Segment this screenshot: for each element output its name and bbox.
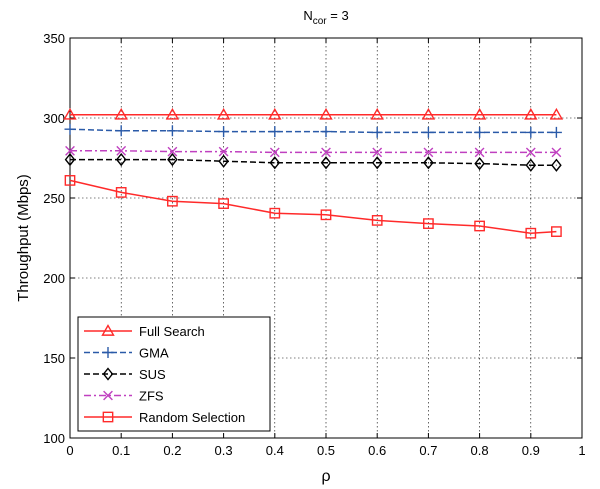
y-tick-label: 200 — [43, 271, 65, 286]
x-tick-label: 0.3 — [215, 443, 233, 458]
x-tick-label: 1 — [578, 443, 585, 458]
x-tick-label: 0.7 — [419, 443, 437, 458]
x-tick-label: 0.2 — [163, 443, 181, 458]
chart-title-subscript: cor — [313, 16, 328, 27]
legend-label: SUS — [139, 367, 166, 382]
chart-title-rest: = 3 — [327, 8, 349, 23]
y-tick-label: 300 — [43, 111, 65, 126]
x-tick-label: 0.1 — [112, 443, 130, 458]
x-tick-label: 0.5 — [317, 443, 335, 458]
legend-label: GMA — [139, 346, 169, 361]
legend-label: Full Search — [139, 324, 205, 339]
y-tick-label: 150 — [43, 351, 65, 366]
x-axis-label: ρ — [321, 468, 330, 485]
x-tick-label: 0.8 — [471, 443, 489, 458]
legend-label: Random Selection — [139, 410, 245, 425]
y-tick-label: 350 — [43, 31, 65, 46]
chart-title-main: N — [303, 8, 312, 23]
x-tick-label: 0 — [66, 443, 73, 458]
x-tick-label: 0.6 — [368, 443, 386, 458]
y-axis-label: Throughput (Mbps) — [15, 174, 32, 302]
y-tick-label: 250 — [43, 191, 65, 206]
y-tick-label: 100 — [43, 431, 65, 446]
legend-label: ZFS — [139, 389, 164, 404]
x-tick-label: 0.9 — [522, 443, 540, 458]
x-tick-label: 0.4 — [266, 443, 284, 458]
legend: Full Search GMA SUS ZFS Random Selection — [78, 317, 270, 431]
